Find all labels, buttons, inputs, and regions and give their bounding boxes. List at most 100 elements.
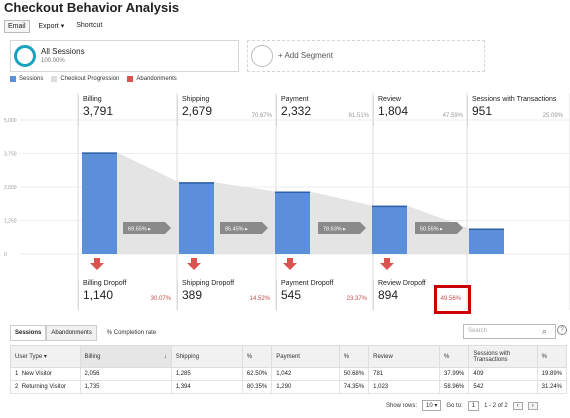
table-cell: 37.99%: [439, 367, 470, 381]
dropoff-header: Payment Dropoff 545 23.37%: [276, 280, 373, 310]
col-pct[interactable]: %: [439, 345, 470, 368]
add-segment-circle-icon: [251, 45, 273, 67]
rows-select[interactable]: 10 ▾: [422, 400, 442, 411]
stage-header: Sessions with Transactions 951 25.09%: [467, 96, 567, 126]
col-transactions[interactable]: Sessions with Transactions: [468, 345, 538, 368]
bar: [469, 228, 504, 254]
table-cell: 1,735: [79, 380, 172, 394]
legend-label: Abandonments: [136, 76, 177, 82]
col-label: User Type: [15, 354, 43, 360]
chevron-down-icon: ▾: [43, 354, 47, 360]
stage-name: Review: [378, 96, 401, 103]
bar: [275, 191, 310, 254]
col-pct[interactable]: %: [338, 345, 370, 368]
col-pct[interactable]: %: [241, 345, 273, 368]
dropoff-name: Billing Dropoff: [83, 280, 127, 287]
dropoff-header: Review Dropoff 894 49.56%: [373, 280, 467, 310]
bar-top: [82, 152, 117, 154]
table-cell: 19.89%: [536, 367, 568, 381]
table-cell: 542: [468, 380, 538, 394]
dropoff-pct: 23.37%: [346, 296, 367, 302]
legend-swatch: [51, 76, 58, 82]
dropoff-arrow-icon: [287, 258, 293, 263]
dropoff-arrow-icon: [187, 263, 201, 270]
goto-label: Go to:: [446, 402, 463, 409]
col-shipping[interactable]: Shipping: [170, 345, 243, 368]
col-user-type[interactable]: User Type ▾: [10, 345, 81, 368]
progression-area: [214, 182, 275, 254]
dropoff-value: 389: [182, 288, 203, 302]
stage-header: Payment 2,332 61.51%: [276, 96, 373, 126]
table-cell: 31.24%: [536, 380, 568, 394]
progression-arrow: [220, 222, 268, 234]
chart-legend: Sessions Checkout Progression Abandonmen…: [10, 76, 177, 82]
rows-value: 10: [426, 403, 433, 409]
dropoff-header: Shipping Dropoff 389 14.52%: [177, 280, 276, 310]
page-range: 1 - 2 of 2: [484, 402, 508, 409]
tab-sessions[interactable]: Sessions: [10, 325, 47, 341]
segment-name: All Sessions: [41, 47, 85, 56]
progression-label: 78.63% ▸: [323, 227, 346, 233]
table-cell: 781: [368, 367, 441, 381]
goto-input[interactable]: 1: [467, 400, 480, 411]
export-label: Export: [38, 23, 59, 30]
search-icon[interactable]: ⌕: [542, 326, 548, 336]
cell-user-type: 1 New Visitor: [10, 367, 81, 381]
table-row[interactable]: 1 New Visitor 2,056 1,285 62.50% 1,042 50.68%…: [10, 367, 568, 381]
help-icon[interactable]: ?: [557, 325, 567, 335]
add-segment-label: + Add Segment: [278, 51, 333, 60]
stage-header: Review 1,804 47.59%: [373, 96, 467, 126]
table-cell: 1,023: [368, 380, 441, 394]
progression-label: 69.55% ▸: [128, 227, 151, 233]
table-row[interactable]: 2 Returning Visitor 1,735 1,394 80.35% 1,290…: [10, 380, 568, 394]
page-title: Checkout Behavior Analysis: [4, 0, 180, 15]
shortcut-button[interactable]: Shortcut: [76, 22, 103, 29]
bar-top: [469, 228, 504, 231]
progression-label: 85.45% ▸: [225, 227, 248, 233]
legend-sessions: Sessions: [10, 76, 43, 82]
stage-name: Billing: [83, 96, 102, 103]
progression-arrow: [415, 222, 463, 234]
email-button[interactable]: Email: [4, 20, 30, 33]
export-button[interactable]: Export ▾: [36, 20, 68, 33]
progression-arrow: [123, 222, 171, 234]
next-page-button[interactable]: ›: [527, 401, 538, 410]
dropoff-arrow-icon: [191, 258, 197, 263]
table-cell: 58.96%: [439, 380, 470, 394]
segment-pct: 100.00%: [41, 58, 65, 64]
table-cell: 2,056: [79, 367, 172, 381]
stage-header: Billing 3,791: [78, 96, 177, 126]
add-segment-button[interactable]: + Add Segment: [247, 40, 485, 72]
col-billing[interactable]: Billing ↓: [79, 345, 172, 368]
segment-all-sessions[interactable]: All Sessions 100.00%: [10, 40, 239, 72]
sort-down-icon: ↓: [163, 353, 167, 360]
row-index: 2: [15, 384, 19, 390]
stage-name: Shipping: [182, 96, 210, 103]
chevron-down-icon: ▾: [434, 403, 438, 409]
col-pct[interactable]: %: [536, 345, 568, 368]
stage-name: Sessions with Transactions: [472, 96, 557, 103]
dropoff-value: 1,140: [83, 288, 114, 302]
bar: [372, 205, 407, 254]
search-input[interactable]: Search: [463, 324, 556, 339]
user-type-link[interactable]: New Visitor: [21, 371, 52, 377]
table-cell: 1,290: [271, 380, 340, 394]
user-type-link[interactable]: Returning Visitor: [21, 384, 66, 390]
table-header-row: User Type ▾ Billing ↓ Shipping % Payment…: [10, 345, 568, 368]
stage-name: Payment: [281, 96, 309, 103]
prev-page-button[interactable]: ‹: [512, 401, 523, 410]
progression-area: [117, 152, 179, 254]
table-cell: 50.68%: [338, 367, 370, 381]
segment-circle-icon: [14, 45, 36, 67]
show-rows-label: Show rows:: [386, 402, 418, 409]
tab-abandonments[interactable]: Abandonments: [46, 325, 97, 341]
table-cell: 1,394: [170, 380, 243, 394]
legend-swatch: [127, 76, 134, 82]
col-review[interactable]: Review: [368, 345, 441, 368]
col-payment[interactable]: Payment: [271, 345, 340, 368]
dropoff-header: Billing Dropoff 1,140 30.07%: [78, 280, 177, 310]
chevron-down-icon: ▾: [60, 23, 65, 30]
legend-label: Checkout Progression: [60, 76, 120, 82]
completion-rate-toggle[interactable]: % Completion rate: [106, 330, 157, 336]
y-tick-label: 2,500: [4, 185, 17, 191]
